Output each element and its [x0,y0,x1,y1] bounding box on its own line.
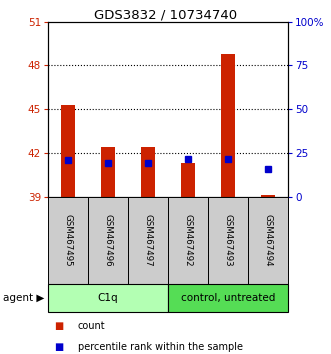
Text: ■: ■ [55,321,64,331]
Text: percentile rank within the sample: percentile rank within the sample [78,342,243,352]
Text: GSM467495: GSM467495 [64,214,72,267]
Text: GSM467496: GSM467496 [104,214,113,267]
Text: GDS3832 / 10734740: GDS3832 / 10734740 [94,9,237,22]
Bar [248,197,288,284]
Bar [261,195,275,197]
Bar [48,197,88,284]
Bar [48,284,168,312]
Text: GSM467493: GSM467493 [223,214,232,267]
Text: ■: ■ [55,342,64,352]
Text: GSM467492: GSM467492 [183,214,193,267]
Text: GSM467494: GSM467494 [263,214,272,267]
Text: control, untreated: control, untreated [181,292,275,303]
Bar [208,197,248,284]
Bar [141,147,155,197]
Text: C1q: C1q [98,292,118,303]
Bar [88,197,128,284]
Bar [128,197,168,284]
Text: count: count [78,321,105,331]
Bar [168,197,208,284]
Text: GSM467497: GSM467497 [143,214,153,267]
Bar [181,163,195,197]
Text: agent ▶: agent ▶ [3,292,45,303]
Bar [61,105,75,197]
Bar [168,284,288,312]
Bar [101,147,115,197]
Bar [221,54,235,197]
